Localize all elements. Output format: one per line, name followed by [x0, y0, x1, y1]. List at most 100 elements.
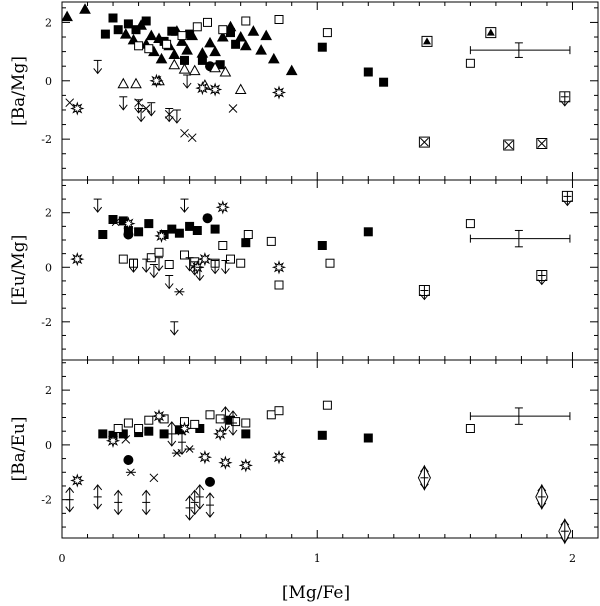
data-point-triangle	[239, 39, 252, 51]
data-point-triangle	[119, 28, 132, 39]
y-tick-label: 2	[45, 16, 52, 29]
data-point-triangle	[145, 29, 158, 41]
data-point-double-arrow	[177, 429, 187, 456]
data-point-diamond-double	[417, 464, 431, 491]
data-point-arrow-down	[154, 257, 164, 272]
data-point-square	[100, 29, 110, 39]
data-point-square	[123, 19, 133, 29]
data-point-square	[185, 221, 195, 231]
data-point-arrow-down	[182, 74, 192, 89]
data-point-square	[274, 406, 284, 416]
x-tick-labels: 0 1 2	[59, 552, 576, 565]
data-point-arrow-down	[180, 198, 189, 213]
y-tick-label: 2	[45, 384, 52, 397]
x-tick-label: 2	[569, 552, 576, 565]
data-point-square-arrow	[536, 270, 548, 286]
data-point-square	[363, 67, 373, 77]
y-axis-title-ba-eu: [Ba/Eu]	[9, 417, 29, 482]
data-point-square	[134, 227, 144, 237]
data-point-star	[207, 82, 223, 97]
data-point-square-arrow	[418, 285, 430, 301]
data-point-x	[180, 128, 189, 138]
data-point-arrow-down	[141, 258, 151, 273]
data-point-asterisk	[174, 287, 185, 296]
data-point-square	[465, 219, 475, 229]
data-point-square	[218, 25, 228, 35]
data-point-square	[159, 429, 169, 439]
data-point-square	[123, 418, 133, 428]
data-point-square	[241, 429, 251, 439]
data-point-square	[236, 258, 246, 268]
data-point-triangle	[204, 36, 216, 48]
data-point-square-triangle	[485, 27, 497, 39]
data-point-double-arrow	[113, 489, 123, 516]
data-point-square	[363, 227, 373, 237]
data-point-square	[167, 26, 177, 36]
data-point-square	[317, 241, 327, 250]
data-point-star	[213, 426, 228, 442]
data-point-square	[192, 22, 202, 32]
data-point-square	[243, 230, 253, 239]
data-point-square	[154, 247, 164, 257]
x-tick-label: 0	[59, 552, 66, 565]
data-point-square	[108, 13, 118, 23]
data-point-arrow-down	[185, 257, 194, 272]
data-point-triangle	[181, 44, 193, 55]
data-point-square	[317, 430, 327, 440]
data-point-x	[187, 133, 197, 143]
data-point-square	[465, 58, 475, 68]
data-point-square	[118, 429, 128, 439]
data-point-square	[113, 25, 123, 35]
data-point-square-arrow	[559, 91, 571, 107]
data-point-square	[274, 280, 284, 290]
y-axis-title-ba-mg: [Ba/Mg]	[9, 56, 29, 126]
data-point-arrow-down	[164, 275, 174, 290]
data-point-arrow-down	[136, 108, 146, 123]
data-point-star	[271, 85, 287, 100]
data-point-square	[162, 39, 172, 49]
data-point-square	[226, 28, 235, 38]
data-point-x	[121, 435, 131, 444]
data-point-square	[167, 224, 177, 234]
data-point-x	[149, 473, 159, 483]
data-point-triangle	[155, 52, 168, 64]
x-axis-title: [Mg/Fe]	[282, 583, 350, 603]
data-point-triangle	[267, 52, 280, 64]
y-tick-label: 0	[45, 261, 52, 274]
data-point-square	[266, 236, 276, 246]
data-point-circle	[205, 476, 215, 487]
data-point-square	[174, 228, 184, 238]
data-point-square	[185, 29, 195, 39]
data-point-triangle	[188, 64, 201, 76]
y-tick-label: 2	[45, 207, 52, 220]
data-point-star	[70, 101, 85, 116]
data-point-triangle	[178, 63, 191, 74]
data-point-circle	[123, 229, 134, 240]
y-tick-label: -2	[41, 133, 52, 146]
data-point-triangle	[168, 58, 181, 70]
data-point-circle	[123, 455, 134, 465]
data-point-star	[151, 408, 167, 424]
data-point-double-arrow	[141, 489, 151, 516]
data-point-triangle	[219, 65, 232, 77]
data-point-arrow-down	[118, 96, 128, 111]
data-point-arrow-down	[190, 261, 200, 276]
data-point-square	[266, 410, 276, 420]
panel-eu-mg: [Eu/Mg] 2 0 -2	[9, 179, 599, 361]
data-point-square	[144, 219, 154, 229]
error-bar	[469, 229, 571, 248]
data-point-star	[195, 80, 210, 96]
data-point-square-triangle	[421, 35, 433, 47]
data-point-square	[241, 16, 251, 26]
data-point-square	[363, 433, 373, 443]
data-point-square	[210, 224, 220, 234]
data-point-double-arrow	[190, 489, 200, 516]
data-point-square	[241, 418, 251, 428]
data-point-square	[231, 39, 241, 49]
data-point-square	[317, 42, 327, 52]
data-point-star	[215, 200, 230, 215]
data-point-star	[197, 251, 213, 267]
data-point-triangle	[130, 77, 142, 89]
data-point-triangle	[216, 30, 229, 42]
